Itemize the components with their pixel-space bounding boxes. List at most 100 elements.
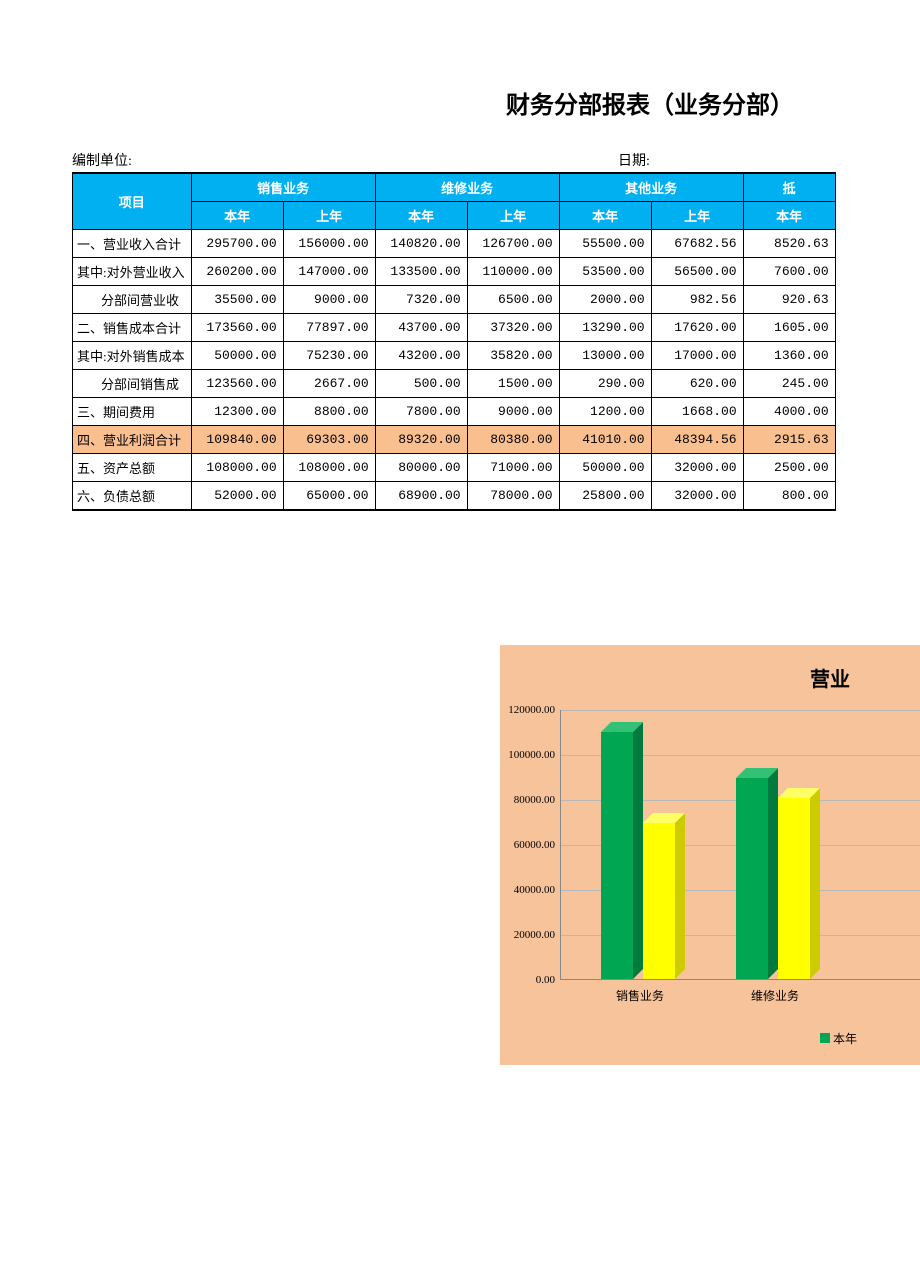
th-sub: 上年 [283, 202, 375, 230]
cell-value: 290.00 [559, 370, 651, 398]
table-row: 分部间销售成123560.002667.00500.001500.00290.0… [73, 370, 836, 398]
chart-legend: 本年 [820, 1030, 857, 1047]
row-label: 四、营业利润合计 [73, 426, 192, 454]
segment-table: 项目 销售业务 维修业务 其他业务 抵 本年 上年 本年 上年 本年 上年 本年… [72, 172, 920, 511]
row-label: 一、营业收入合计 [73, 230, 192, 258]
cell-value: 13000.00 [559, 342, 651, 370]
chart-plot: 0.0020000.0040000.0060000.0080000.001000… [560, 710, 920, 980]
row-label: 二、销售成本合计 [73, 314, 192, 342]
cell-value: 7800.00 [375, 398, 467, 426]
ytick-label: 40000.00 [500, 884, 555, 896]
xtick-label: 销售业务 [600, 987, 680, 1004]
row-label: 六、负债总额 [73, 482, 192, 511]
cell-value: 43700.00 [375, 314, 467, 342]
th-group: 抵 [743, 173, 835, 202]
th-sub: 上年 [651, 202, 743, 230]
cell-value: 8800.00 [283, 398, 375, 426]
cell-value: 9000.00 [467, 398, 559, 426]
cell-value: 65000.00 [283, 482, 375, 511]
th-item: 项目 [73, 173, 192, 230]
table-row: 三、期间费用12300.008800.007800.009000.001200.… [73, 398, 836, 426]
cell-value: 32000.00 [651, 454, 743, 482]
cell-value: 1668.00 [651, 398, 743, 426]
cell-value: 52000.00 [191, 482, 283, 511]
table-row: 五、资产总额108000.00108000.0080000.0071000.00… [73, 454, 836, 482]
cell-value: 50000.00 [191, 342, 283, 370]
cell-value: 67682.56 [651, 230, 743, 258]
table-row: 四、营业利润合计109840.0069303.0089320.0080380.0… [73, 426, 836, 454]
cell-value: 1360.00 [743, 342, 835, 370]
meta-row: 编制单位: 日期: [0, 150, 920, 170]
cell-value: 32000.00 [651, 482, 743, 511]
row-label: 分部间营业收 [73, 286, 192, 314]
cell-value: 2915.63 [743, 426, 835, 454]
ytick-label: 60000.00 [500, 839, 555, 851]
cell-value: 71000.00 [467, 454, 559, 482]
cell-value: 80000.00 [375, 454, 467, 482]
legend-item: 本年 [820, 1030, 857, 1047]
th-sub: 本年 [743, 202, 835, 230]
cell-value: 8520.63 [743, 230, 835, 258]
table-row: 六、负债总额52000.0065000.0068900.0078000.0025… [73, 482, 836, 511]
legend-label: 本年 [833, 1032, 857, 1046]
cell-value: 35500.00 [191, 286, 283, 314]
table-row: 分部间营业收35500.009000.007320.006500.002000.… [73, 286, 836, 314]
cell-value: 68900.00 [375, 482, 467, 511]
cell-value: 78000.00 [467, 482, 559, 511]
ytick-label: 100000.00 [500, 749, 555, 761]
cell-value: 982.56 [651, 286, 743, 314]
ytick-label: 0.00 [500, 974, 555, 986]
cell-value: 41010.00 [559, 426, 651, 454]
cell-value: 1500.00 [467, 370, 559, 398]
profit-chart: 营业 0.0020000.0040000.0060000.0080000.001… [500, 645, 920, 1065]
th-group: 其他业务 [559, 173, 743, 202]
table-row: 其中:对外销售成本50000.0075230.0043200.0035820.0… [73, 342, 836, 370]
cell-value: 55500.00 [559, 230, 651, 258]
cell-value: 7600.00 [743, 258, 835, 286]
row-label: 其中:对外销售成本 [73, 342, 192, 370]
cell-value: 123560.00 [191, 370, 283, 398]
cell-value: 156000.00 [283, 230, 375, 258]
cell-value: 109840.00 [191, 426, 283, 454]
cell-value: 35820.00 [467, 342, 559, 370]
cell-value: 77897.00 [283, 314, 375, 342]
cell-value: 1605.00 [743, 314, 835, 342]
cell-value: 7320.00 [375, 286, 467, 314]
cell-value: 2000.00 [559, 286, 651, 314]
cell-value: 53500.00 [559, 258, 651, 286]
cell-value: 245.00 [743, 370, 835, 398]
cell-value: 126700.00 [467, 230, 559, 258]
unit-label: 编制单位: [72, 150, 618, 170]
th-sub: 上年 [467, 202, 559, 230]
th-group: 销售业务 [191, 173, 375, 202]
cell-value: 12300.00 [191, 398, 283, 426]
cell-value: 2667.00 [283, 370, 375, 398]
cell-value: 48394.56 [651, 426, 743, 454]
gridline [561, 710, 920, 711]
row-label: 五、资产总额 [73, 454, 192, 482]
chart-title: 营业 [810, 663, 850, 692]
row-label: 其中:对外营业收入 [73, 258, 192, 286]
table-row: 其中:对外营业收入260200.00147000.00133500.001100… [73, 258, 836, 286]
cell-value: 800.00 [743, 482, 835, 511]
cell-value: 43200.00 [375, 342, 467, 370]
th-sub: 本年 [191, 202, 283, 230]
page-title: 财务分部报表（业务分部） [380, 85, 920, 120]
cell-value: 17620.00 [651, 314, 743, 342]
cell-value: 295700.00 [191, 230, 283, 258]
xtick-label: 维修业务 [735, 987, 815, 1004]
cell-value: 108000.00 [283, 454, 375, 482]
cell-value: 69303.00 [283, 426, 375, 454]
table-row: 一、营业收入合计295700.00156000.00140820.0012670… [73, 230, 836, 258]
th-group: 维修业务 [375, 173, 559, 202]
cell-value: 50000.00 [559, 454, 651, 482]
th-sub: 本年 [559, 202, 651, 230]
row-label: 分部间销售成 [73, 370, 192, 398]
cell-value: 17000.00 [651, 342, 743, 370]
cell-value: 56500.00 [651, 258, 743, 286]
cell-value: 13290.00 [559, 314, 651, 342]
cell-value: 4000.00 [743, 398, 835, 426]
cell-value: 25800.00 [559, 482, 651, 511]
cell-value: 620.00 [651, 370, 743, 398]
cell-value: 133500.00 [375, 258, 467, 286]
